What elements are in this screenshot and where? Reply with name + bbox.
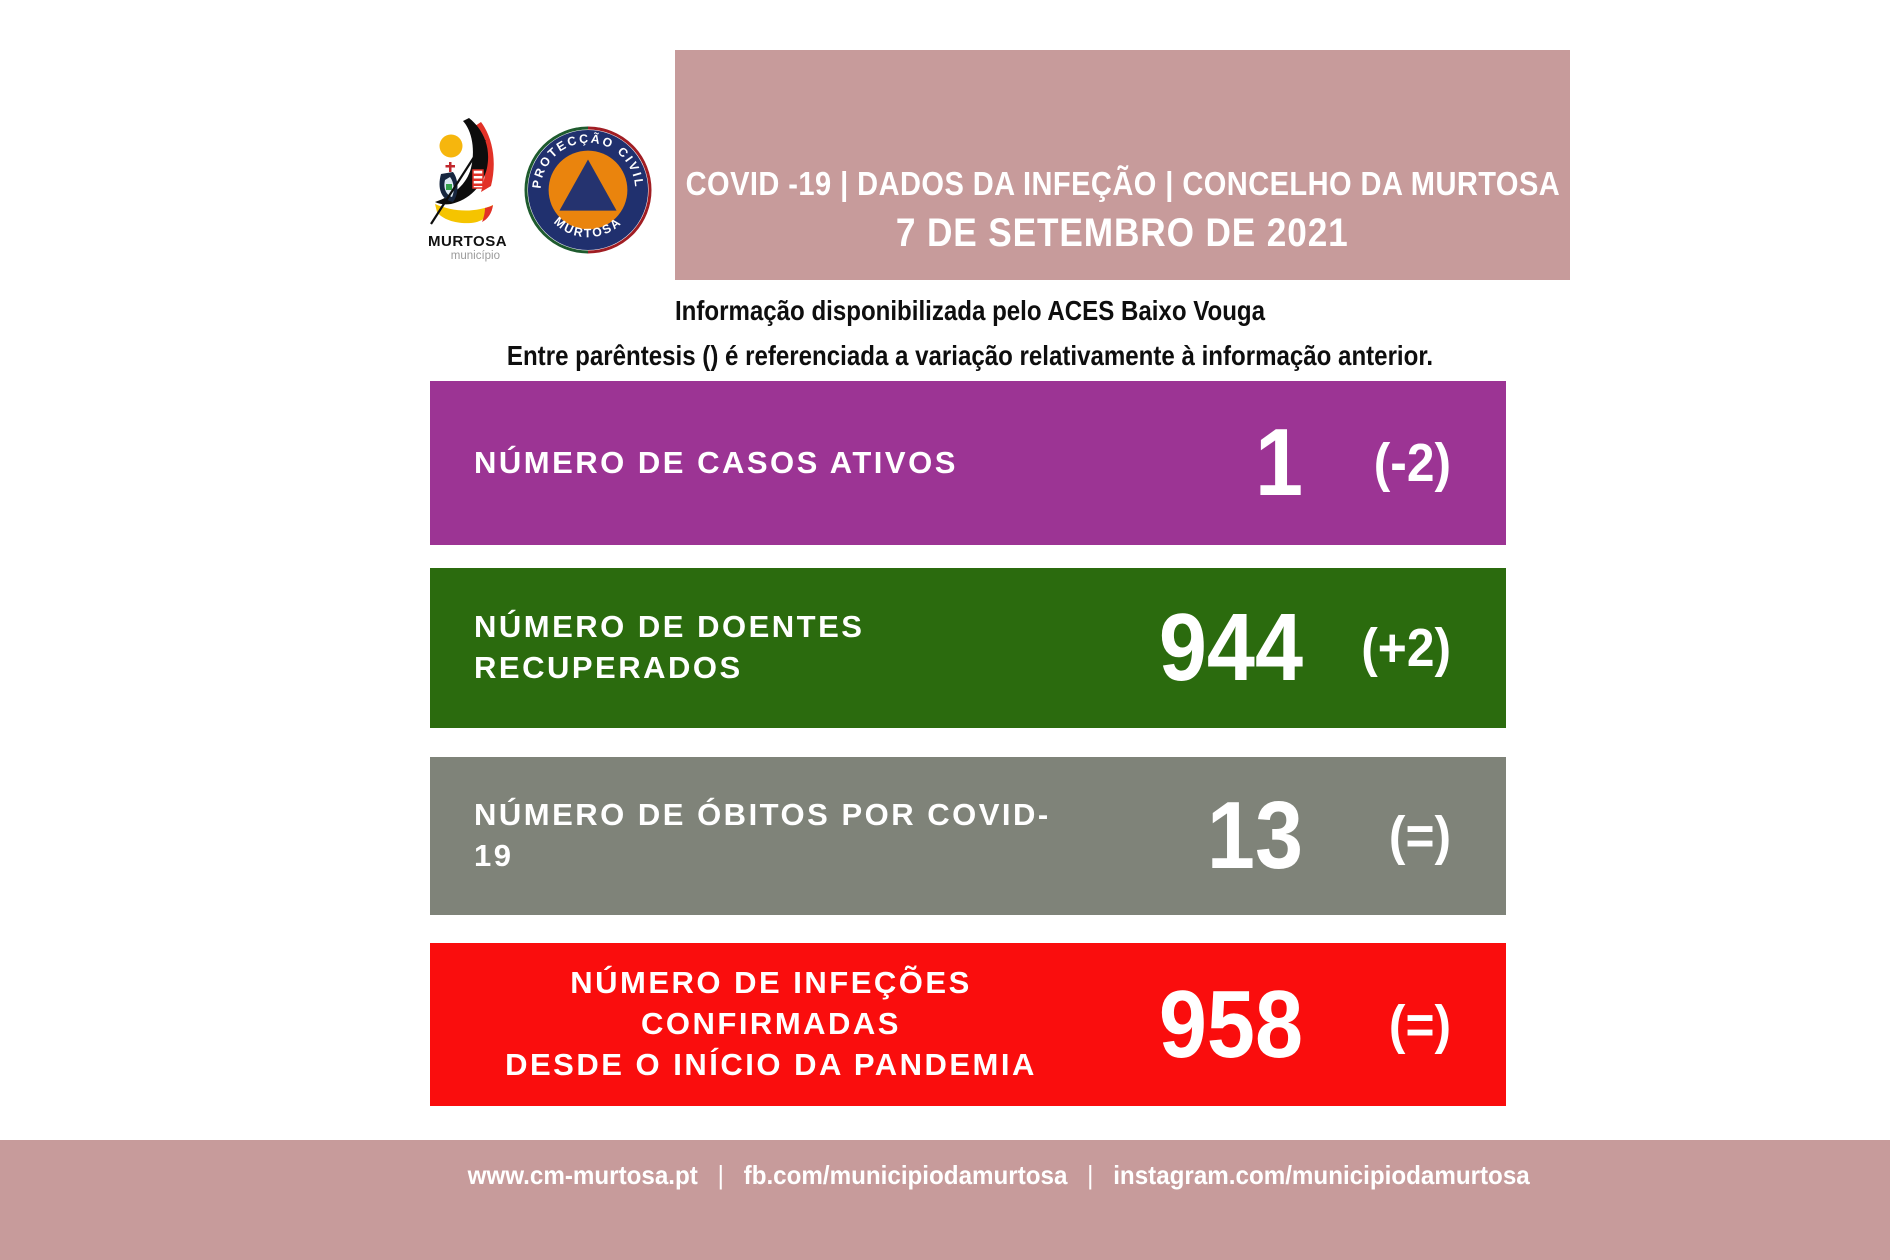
header-banner: COVID -19 | DADOS DA INFEÇÃO | CONCELHO …: [675, 50, 1570, 280]
banner-date: 7 DE SETEMBRO DE 2021: [896, 211, 1349, 255]
stat-label: NÚMERO DE INFEÇÕES CONFIRMADAS DESDE O I…: [474, 963, 1088, 1086]
footer-link-instagram[interactable]: instagram.com/municipiodamurtosa: [1113, 1160, 1530, 1190]
stat-bar-total-infections: NÚMERO DE INFEÇÕES CONFIRMADAS DESDE O I…: [430, 943, 1506, 1106]
stat-value: 944: [1158, 594, 1303, 701]
intro-text: Informação disponibilizada pelo ACES Bai…: [170, 288, 1770, 378]
stat-value: 13: [1206, 782, 1303, 889]
stat-delta: (=): [1388, 994, 1451, 1055]
banner-title: COVID -19 | DADOS DA INFEÇÃO | CONCELHO …: [685, 165, 1560, 202]
stat-label: NÚMERO DE DOENTES RECUPERADOS: [474, 609, 865, 685]
stat-delta: (=): [1388, 806, 1451, 866]
murtosa-logo-subtitle: município: [450, 250, 500, 262]
stat-value: 958: [1158, 970, 1303, 1078]
stat-label-line2: DESDE O INÍCIO DA PANDEMIA: [505, 1046, 1037, 1082]
footer-link-website[interactable]: www.cm-murtosa.pt: [467, 1160, 698, 1190]
stat-delta: (+2): [1361, 618, 1451, 678]
intro-line-source: Informação disponibilizada pelo ACES Bai…: [674, 295, 1266, 326]
stat-bar-recovered: NÚMERO DE DOENTES RECUPERADOS 944 (+2): [430, 568, 1506, 728]
stat-delta: (-2): [1373, 433, 1451, 493]
murtosa-municipio-logo: MURTOSA município: [428, 116, 508, 262]
logo-group: MURTOSA município PROTECÇÃO CIVIL MURTOS…: [428, 116, 652, 262]
protecao-civil-logo: PROTECÇÃO CIVIL MURTOSA: [524, 126, 652, 254]
footer-band: www.cm-murtosa.pt | fb.com/municipiodamu…: [0, 1140, 1890, 1260]
stats-list: NÚMERO DE CASOS ATIVOS 1 (-2) NÚMERO DE …: [430, 381, 1506, 1106]
stat-label: NÚMERO DE CASOS ATIVOS: [474, 444, 958, 480]
intro-line-note: Entre parêntesis () é referenciada a var…: [506, 340, 1434, 371]
stat-value: 1: [1254, 409, 1303, 516]
murtosa-boat-icon: [430, 118, 494, 225]
footer-separator: |: [1087, 1160, 1094, 1190]
murtosa-logo-name: MURTOSA: [428, 233, 508, 250]
footer-link-facebook[interactable]: fb.com/municipiodamurtosa: [743, 1160, 1068, 1190]
stat-label-line1: NÚMERO DE INFEÇÕES CONFIRMADAS: [570, 965, 972, 1042]
stat-label: NÚMERO DE ÓBITOS POR COVID-19: [474, 797, 1051, 873]
stat-bar-active-cases: NÚMERO DE CASOS ATIVOS 1 (-2): [430, 381, 1506, 545]
footer-separator: |: [717, 1160, 724, 1190]
footer-links: www.cm-murtosa.pt | fb.com/municipiodamu…: [467, 1160, 1530, 1191]
stat-bar-deaths: NÚMERO DE ÓBITOS POR COVID-19 13 (=): [430, 757, 1506, 915]
